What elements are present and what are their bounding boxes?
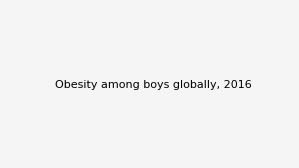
Text: Obesity among boys globally, 2016: Obesity among boys globally, 2016 — [55, 80, 252, 90]
